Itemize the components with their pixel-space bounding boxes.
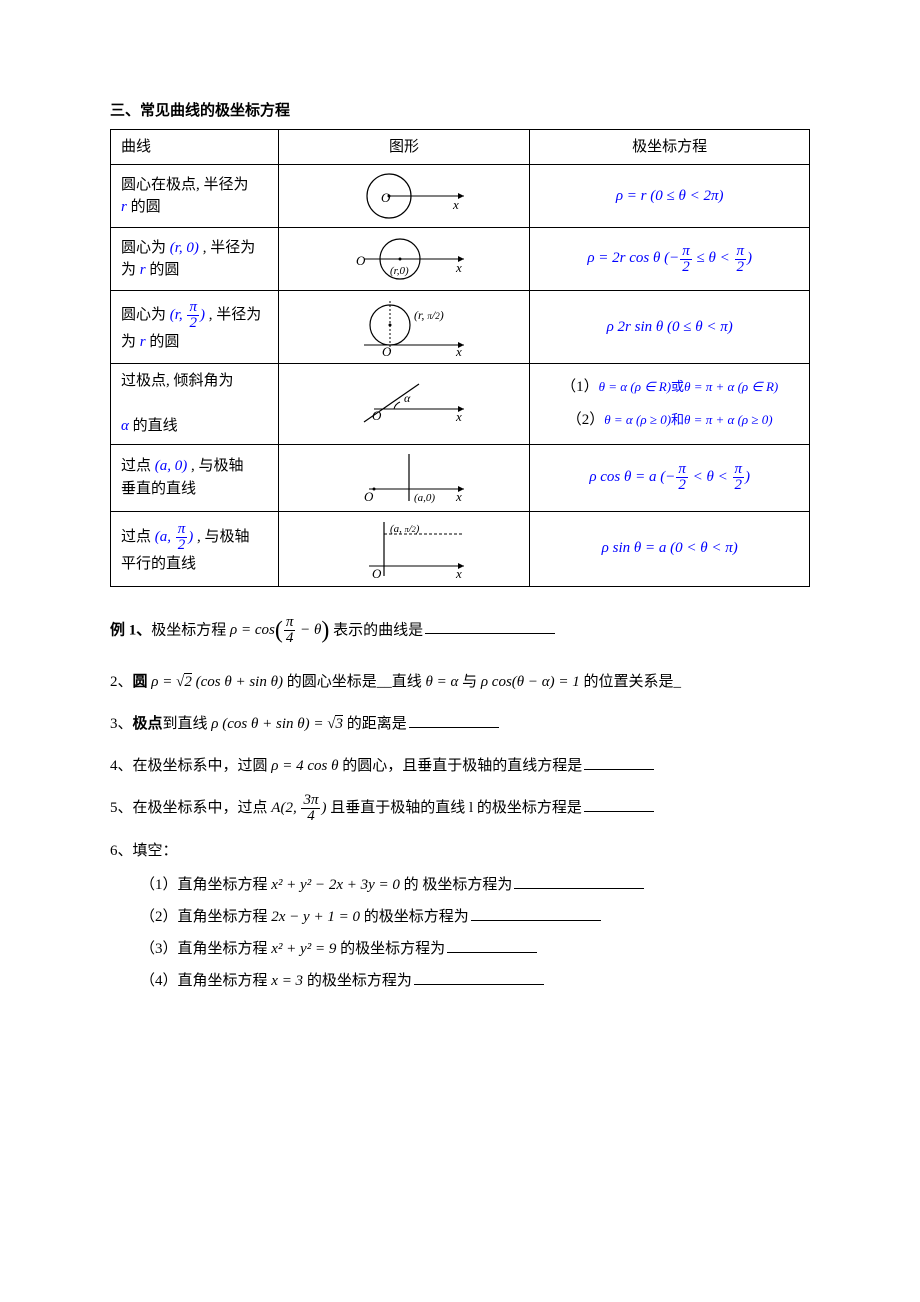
section-title: 三、常见曲线的极坐标方程 bbox=[110, 100, 810, 123]
curve-desc: 过点 (a, π2) , 与极轴 平行的直线 bbox=[111, 511, 279, 586]
curve-desc: 圆心在极点, 半径为 r 的圆 bbox=[111, 165, 279, 228]
circle-yaxis-icon: O (r, π/2) x bbox=[334, 295, 474, 359]
curve-diagram: O (a,0) x bbox=[278, 444, 530, 511]
header-graph: 图形 bbox=[278, 129, 530, 165]
vert-line-icon: O (a,0) x bbox=[334, 449, 474, 507]
circle-xaxis-icon: O (r,0) x bbox=[334, 232, 474, 286]
svg-text:(r,0): (r,0) bbox=[390, 265, 409, 277]
problem-6-2: （2）直角坐标方程 2x − y + 1 = 0 的极坐标方程为 bbox=[140, 902, 810, 932]
curve-equation: ρ 2r sin θ (0 ≤ θ < π) bbox=[530, 291, 810, 364]
table-row: 过点 (a, 0) , 与极轴 垂直的直线 O (a,0) x ρ bbox=[111, 444, 810, 511]
problems-section: 例 1、极坐标方程 ρ = cos(π4 − θ) 表示的曲线是 2、圆 ρ =… bbox=[110, 607, 810, 996]
curve-equation: ρ sin θ = a (0 < θ < π) bbox=[530, 511, 810, 586]
table-header-row: 曲线 图形 极坐标方程 bbox=[111, 129, 810, 165]
table-row: 圆心为 (r, 0) , 半径为 为 r 的圆 O (r,0) x bbox=[111, 228, 810, 291]
curve-equation: ρ cos θ = a (−π2 < θ < π2) bbox=[530, 444, 810, 511]
curve-desc: 过极点, 倾斜角为 α 的直线 bbox=[111, 364, 279, 445]
curves-table: 曲线 图形 极坐标方程 圆心在极点, 半径为 r 的圆 O bbox=[110, 129, 810, 587]
table-row: 圆心为 (r, π2) , 半径为 为 r 的圆 O (r, π/2) x bbox=[111, 291, 810, 364]
svg-text:(r, π/2): (r, π/2) bbox=[414, 308, 444, 322]
svg-text:α: α bbox=[404, 391, 411, 405]
curve-diagram: O α x bbox=[278, 364, 530, 445]
curve-equation: （1）θ = α (ρ ∈ R)或θ = π + α (ρ ∈ R) （2）θ … bbox=[530, 364, 810, 445]
svg-text:(a, π/2): (a, π/2) bbox=[390, 523, 420, 535]
table-row: 过点 (a, π2) , 与极轴 平行的直线 O (a, π/2) x bbox=[111, 511, 810, 586]
desc-continue: 为 r 的圆 bbox=[121, 334, 179, 350]
svg-text:x: x bbox=[455, 566, 462, 581]
svg-text:O: O bbox=[382, 344, 392, 359]
problem-6-1: （1）直角坐标方程 x² + y² − 2x + 3y = 0 的 极坐标方程为 bbox=[140, 870, 810, 900]
table-row: 过极点, 倾斜角为 α 的直线 O α x （1）θ = α (ρ bbox=[111, 364, 810, 445]
desc-continue: 为 r 的圆 bbox=[121, 262, 179, 278]
svg-text:O: O bbox=[356, 253, 366, 268]
curve-desc: 圆心为 (r, π2) , 半径为 为 r 的圆 bbox=[111, 291, 279, 364]
svg-text:O: O bbox=[381, 190, 391, 205]
curve-diagram: O (a, π/2) x bbox=[278, 511, 530, 586]
problem-6-3: （3）直角坐标方程 x² + y² = 9 的极坐标方程为 bbox=[140, 934, 810, 964]
curve-desc: 圆心为 (r, 0) , 半径为 为 r 的圆 bbox=[111, 228, 279, 291]
svg-text:x: x bbox=[452, 197, 459, 212]
problem-3: 3、极点到直线 ρ (cos θ + sin θ) = √3 的距离是 bbox=[110, 709, 810, 739]
horiz-line-icon: O (a, π/2) x bbox=[334, 516, 474, 582]
curve-equation: ρ = 2r cos θ (−π2 ≤ θ < π2) bbox=[530, 228, 810, 291]
header-curve: 曲线 bbox=[111, 129, 279, 165]
svg-text:O: O bbox=[372, 566, 382, 581]
header-equation: 极坐标方程 bbox=[530, 129, 810, 165]
curve-diagram: O (r,0) x bbox=[278, 228, 530, 291]
svg-text:x: x bbox=[455, 260, 462, 275]
circle-origin-icon: O x bbox=[339, 169, 469, 223]
problem-5: 5、在极坐标系中，过点 A(2, 3π4) 且垂直于极轴的直线 l 的极坐标方程… bbox=[110, 793, 810, 824]
problem-6-4: （4）直角坐标方程 x = 3 的极坐标方程为 bbox=[140, 966, 810, 996]
problem-1: 例 1、极坐标方程 ρ = cos(π4 − θ) 表示的曲线是 bbox=[110, 607, 810, 655]
line-origin-icon: O α x bbox=[334, 374, 474, 434]
curve-equation: ρ = r (0 ≤ θ < 2π) bbox=[530, 165, 810, 228]
svg-text:x: x bbox=[455, 409, 462, 424]
svg-text:O: O bbox=[372, 408, 382, 423]
svg-text:x: x bbox=[455, 489, 462, 504]
curve-desc: 过点 (a, 0) , 与极轴 垂直的直线 bbox=[111, 444, 279, 511]
svg-text:x: x bbox=[455, 344, 462, 359]
svg-text:O: O bbox=[364, 489, 374, 504]
problem-6: 6、填空： bbox=[110, 836, 810, 866]
curve-diagram: O (r, π/2) x bbox=[278, 291, 530, 364]
table-row: 圆心在极点, 半径为 r 的圆 O x ρ = r (0 ≤ θ < 2π) bbox=[111, 165, 810, 228]
problem-6-sub: （1）直角坐标方程 x² + y² − 2x + 3y = 0 的 极坐标方程为… bbox=[110, 870, 810, 996]
problem-2: 2、圆 ρ = √2 (cos θ + sin θ) 的圆心坐标是__直线 θ … bbox=[110, 667, 810, 697]
svg-text:(a,0): (a,0) bbox=[414, 492, 435, 504]
document-page: 三、常见曲线的极坐标方程 曲线 图形 极坐标方程 圆心在极点, 半径为 r 的圆 bbox=[0, 0, 920, 1078]
problem-4: 4、在极坐标系中，过圆 ρ = 4 cos θ 的圆心，且垂直于极轴的直线方程是 bbox=[110, 751, 810, 781]
curve-diagram: O x bbox=[278, 165, 530, 228]
